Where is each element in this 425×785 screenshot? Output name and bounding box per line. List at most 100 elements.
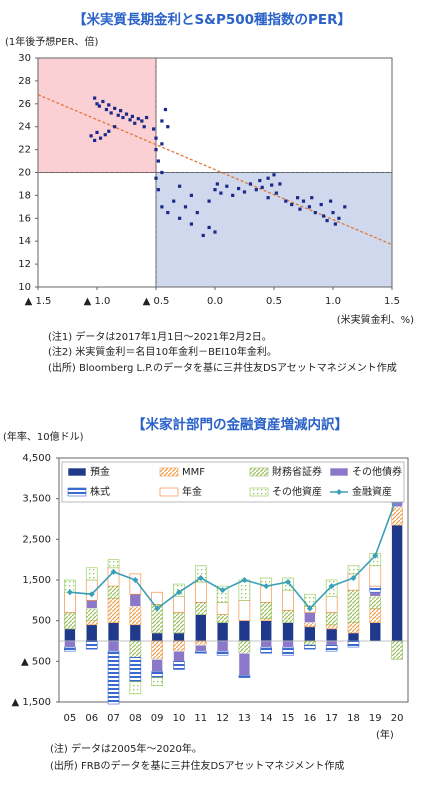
point [154,176,158,180]
point [301,199,306,203]
legend-label: 株式 [90,485,110,498]
point [136,117,140,121]
bar-segment [129,640,142,658]
point [225,184,229,188]
bar-segment [64,591,76,613]
bar-segment [238,579,251,601]
point [128,118,132,122]
point [219,191,223,195]
x-tick-label: 12 [216,713,229,724]
point [290,202,294,207]
bar-segment [369,565,382,587]
bar-segment [85,620,98,626]
bar-segment [260,602,273,619]
bar-segment [129,606,142,626]
bar-segment [151,591,163,605]
bar-segment [216,622,229,642]
bar-segment [194,640,207,646]
bar-segment [151,671,163,678]
legend-swatch [249,487,269,497]
bar-segment [194,565,207,583]
line-marker [66,589,73,596]
legend-label: MMF [182,467,205,478]
bar-segment [151,632,163,642]
line-marker [263,583,270,590]
legend-label: 預金 [90,465,110,478]
x-tick-label: 09 [151,713,164,724]
point [272,173,276,177]
bar-segment [260,618,273,621]
note: (注2) 米実質金利＝名目10年金利－BEI10年金利。 [48,345,277,358]
point [213,188,217,192]
point [89,134,93,138]
legend-swatch [249,467,269,477]
point [231,193,235,197]
point [189,222,193,226]
point [95,130,99,135]
point [254,188,258,192]
point [307,205,311,209]
bar-segment [325,644,338,652]
bar-segment [64,640,76,648]
legend-swatch [67,467,87,477]
x-tick-label: 06 [85,713,98,724]
point [189,193,193,197]
bar-segment [347,589,360,624]
trend-line [37,94,393,246]
point [95,102,99,106]
y-tick-label: ▲ 500 [21,656,51,667]
y-tick-label: 18 [18,190,31,201]
y-tick-label: 1,500 [22,575,51,586]
line-marker [328,583,335,590]
bar-segment [325,640,338,646]
x-tick-label: 1.0 [325,296,341,307]
point [313,210,317,215]
x-tick-label: 16 [303,713,316,724]
x-tick-label: 07 [107,713,120,724]
x-tick-label: ▲ 1.0 [84,296,111,307]
legend-label: 財務省証券 [272,465,322,478]
bar-segment [216,650,229,656]
line-marker [175,589,182,596]
bar-segment [151,658,163,672]
note: (出所) Bloomberg L.P.のデータを基に三井住友DSアセットマネジメ… [48,361,397,374]
bar-segment [64,628,76,642]
bar-segment [282,610,294,623]
point [298,207,302,211]
point [140,119,144,123]
x-tick-label: 05 [64,713,77,724]
bar-segment [238,600,251,621]
bar-segment [391,524,403,642]
y-tick-label: 4,500 [22,453,51,464]
bar-segment [304,622,316,628]
legend-label: 年金 [182,485,202,498]
bar-segment [107,640,120,652]
point [195,210,199,215]
point [121,115,125,120]
note: (注) データは2005年～2020年。 [50,742,202,755]
point [107,103,111,107]
point [207,225,211,230]
bar-segment [369,595,382,609]
line-marker [132,577,139,583]
legend-swatch [159,487,179,497]
bar-segment [129,681,142,695]
x-tick-label: 18 [347,713,360,724]
bar-segment [194,650,207,654]
bar-segment [173,632,185,642]
line-marker [219,587,226,594]
bar-segment [325,595,338,613]
bar-segment [107,597,120,623]
bar-segment [194,644,207,652]
point [130,114,134,118]
y-tick-label: 28 [18,76,31,87]
point [337,216,341,220]
y-tick-label: 16 [18,213,31,224]
y-tick-label: 14 [18,236,31,247]
bar-segment [282,640,294,648]
x-tick-label: 14 [260,713,273,724]
point [142,125,146,129]
point [207,199,211,203]
point [242,190,247,194]
bar-segment [369,608,382,624]
